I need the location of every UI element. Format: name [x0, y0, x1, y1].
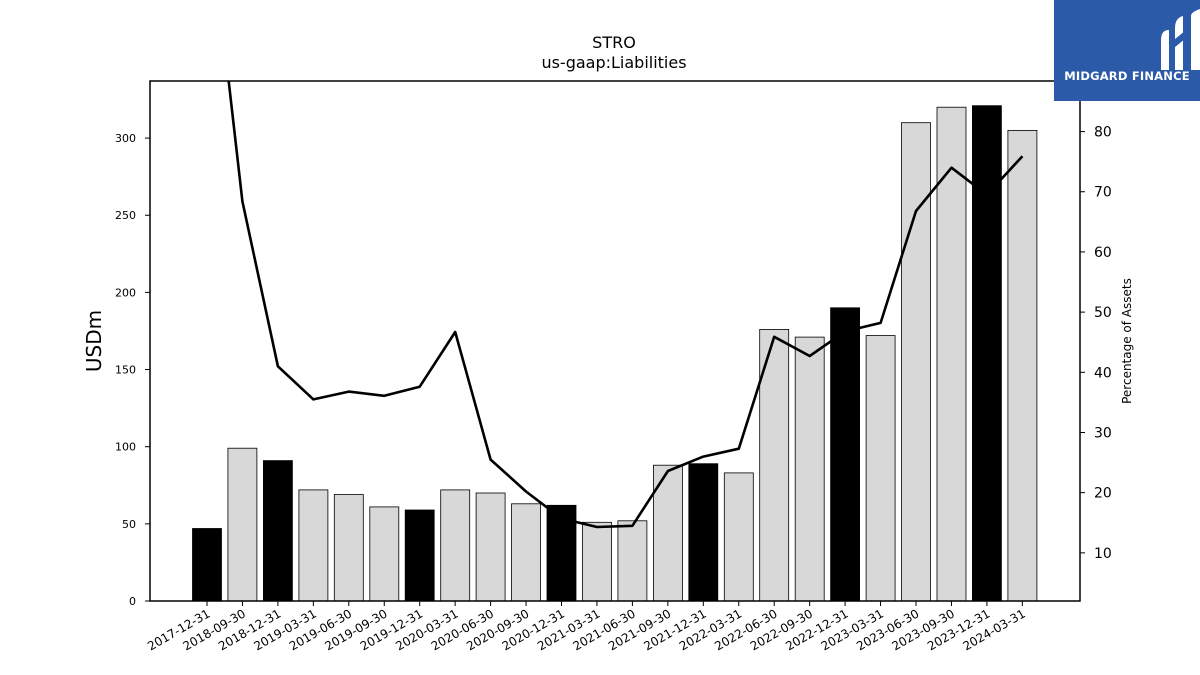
bar [298, 489, 329, 602]
y2-tick-label: 70 [1094, 185, 1112, 201]
bar [794, 336, 825, 602]
chart-title: STRO [592, 33, 636, 52]
bar [582, 521, 612, 602]
bar [1007, 129, 1038, 602]
bar [972, 105, 1002, 602]
y-tick-label: 100 [115, 441, 136, 454]
bar [192, 528, 222, 602]
logo-mark-icon [1161, 9, 1200, 70]
logo-text: MIDGARD FINANCE [1064, 69, 1190, 83]
y-tick-label: 50 [122, 518, 136, 531]
plot-area: 05010015020025030010203040506070802017-1… [115, 80, 1112, 653]
bar [404, 509, 435, 602]
y2-tick-label: 30 [1094, 425, 1112, 441]
bar [830, 307, 860, 602]
y-tick-label: 150 [115, 364, 136, 377]
bar [440, 489, 471, 602]
bar [333, 494, 364, 602]
bar [227, 447, 258, 602]
bar [369, 506, 400, 602]
y2-tick-label: 50 [1094, 305, 1112, 321]
y-tick-label: 300 [115, 132, 136, 145]
y2-axis-label: Percentage of Assets [1120, 278, 1134, 404]
bar [511, 503, 541, 602]
y2-tick-label: 20 [1094, 486, 1112, 502]
y-axis-label: USDm [82, 310, 106, 372]
midgard-finance-logo: MIDGARD FINANCE [1054, 0, 1200, 101]
y2-tick-label: 60 [1094, 245, 1112, 261]
y-tick-label: 0 [129, 595, 136, 608]
bar [617, 520, 648, 602]
bar [688, 463, 719, 602]
y-tick-label: 250 [115, 209, 136, 222]
bar [865, 335, 896, 602]
bar [475, 492, 506, 602]
chart-subtitle: us-gaap:Liabilities [541, 53, 686, 72]
y2-tick-label: 10 [1094, 546, 1112, 562]
bar [723, 472, 754, 602]
plot-frame [149, 80, 1081, 602]
bar [936, 106, 967, 602]
series-line [227, 81, 1024, 529]
bar [759, 328, 790, 602]
bar [262, 460, 293, 602]
bar [901, 122, 931, 602]
y2-tick-label: 40 [1094, 365, 1112, 381]
y-tick-label: 200 [115, 286, 136, 299]
y2-tick-label: 80 [1094, 125, 1112, 141]
